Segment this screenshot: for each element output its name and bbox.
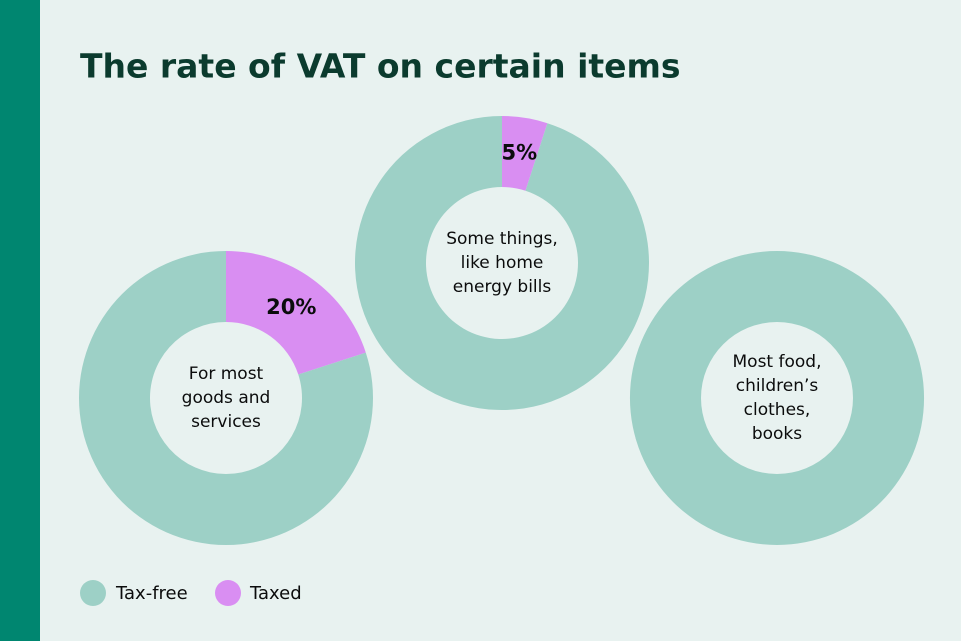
value-label: 5% [502, 140, 538, 164]
value-label: 20% [266, 295, 316, 319]
donut-slice [354, 116, 649, 410]
legend: Tax-free Taxed [80, 580, 302, 606]
legend-label: Tax-free [115, 583, 188, 604]
donut-slice [629, 250, 925, 546]
donut-slice [502, 116, 548, 191]
center-label: Some things, [446, 229, 558, 249]
center-label: like home [461, 253, 544, 273]
center-label: services [191, 412, 261, 432]
legend-label: Taxed [249, 583, 302, 604]
center-label: For most [189, 364, 264, 384]
center-label: books [752, 424, 802, 444]
donut-slice [78, 251, 374, 545]
legend-swatch [80, 580, 106, 606]
title: The rate of VAT on certain items [80, 47, 681, 86]
legend-swatch [215, 580, 241, 606]
center-label: goods and [182, 388, 271, 408]
donut-slice [226, 251, 366, 375]
center-label: Most food, [733, 352, 822, 372]
center-label: energy bills [453, 277, 552, 297]
center-label: children’s [736, 376, 819, 396]
center-label: clothes, [744, 400, 811, 420]
side-bar [0, 0, 40, 641]
